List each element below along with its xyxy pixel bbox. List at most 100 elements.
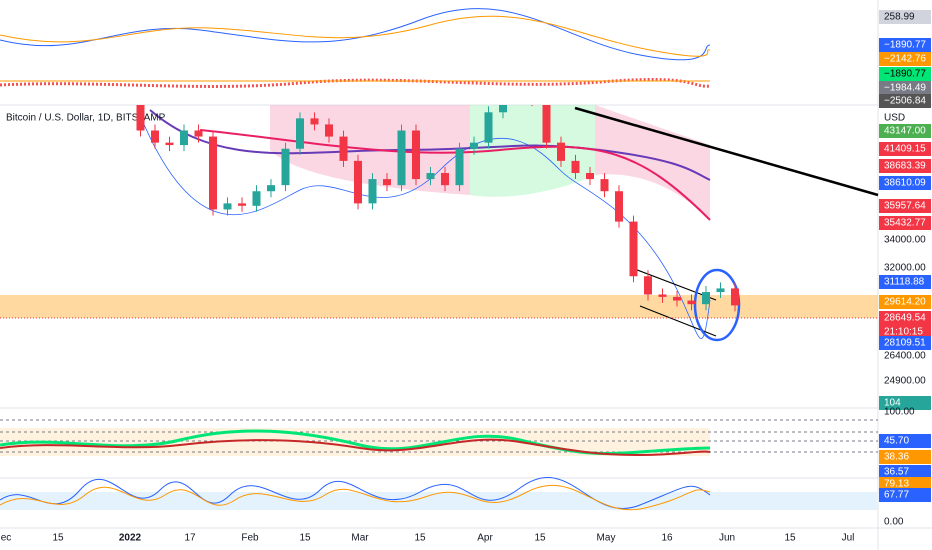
stoch-k <box>0 476 711 509</box>
price-label: 28649.54 <box>884 313 926 324</box>
time-label: Jul <box>842 533 855 544</box>
price-label: 32000.00 <box>884 263 926 274</box>
price-label: 21:10:15 <box>884 327 923 338</box>
candle <box>702 292 710 305</box>
price-badge <box>879 434 931 448</box>
price-label: 100.00 <box>884 407 915 418</box>
candle <box>499 105 507 113</box>
rsi-signal <box>0 438 711 457</box>
candle <box>600 179 609 192</box>
candle <box>296 118 304 149</box>
price-badge <box>879 450 931 464</box>
price-label: 41409.15 <box>884 144 926 155</box>
candle <box>716 288 725 293</box>
price-label: 28109.51 <box>884 338 926 349</box>
price-badge <box>879 159 931 173</box>
price-label: 34000.00 <box>884 235 926 246</box>
cloud-red <box>595 105 710 220</box>
candle <box>484 112 493 143</box>
price-badge <box>879 477 931 491</box>
time-label: 17 <box>184 533 196 544</box>
time-label: 15 <box>299 533 311 544</box>
candle <box>615 191 623 222</box>
time-label: May <box>597 533 616 544</box>
candle <box>397 130 406 186</box>
candles <box>136 105 739 312</box>
price-label: 35957.64 <box>884 201 926 212</box>
candle <box>267 185 275 192</box>
time-label: ec <box>1 533 12 544</box>
candle <box>325 124 333 137</box>
price-label: −2506.84 <box>884 96 926 107</box>
candle <box>586 173 594 180</box>
candle <box>412 130 420 180</box>
price-badge <box>879 396 931 410</box>
candle <box>223 203 232 210</box>
chart-title: Bitcoin / U.S. Dollar, 1D, BITSTAMP <box>6 113 166 124</box>
candle <box>441 173 449 186</box>
candle <box>383 179 391 186</box>
candle <box>194 130 203 137</box>
price-badge <box>879 295 931 309</box>
time-label: 15 <box>534 533 546 544</box>
price-label: 36.57 <box>884 467 909 478</box>
price-badge <box>879 336 931 350</box>
price-label: 45.70 <box>884 436 909 447</box>
price-label: 258.99 <box>884 12 915 23</box>
price-badge <box>879 124 931 138</box>
price-label: 38683.39 <box>884 161 926 172</box>
price-badge <box>879 38 931 52</box>
time-label: Feb <box>241 533 259 544</box>
price-badge <box>879 52 931 66</box>
candle <box>426 173 435 180</box>
candle <box>281 148 290 186</box>
price-label: 79.13 <box>884 479 909 490</box>
price-label: 24900.00 <box>884 376 926 387</box>
time-label: 15 <box>52 533 64 544</box>
price-label: −1890.77 <box>884 40 926 51</box>
time-label: 15 <box>784 533 796 544</box>
candle <box>310 118 319 125</box>
time-label: 2022 <box>119 533 142 544</box>
price-label: 35432.77 <box>884 218 926 229</box>
macd-line <box>0 8 711 61</box>
candle <box>238 203 246 206</box>
ma-line <box>199 129 711 221</box>
price-label: 38610.09 <box>884 178 926 189</box>
time-label: Jun <box>719 533 735 544</box>
candle <box>673 296 681 301</box>
price-label: −1890.77 <box>884 69 926 80</box>
candle <box>557 142 565 161</box>
candle <box>252 191 261 206</box>
candle <box>368 179 377 204</box>
price-label: 29614.20 <box>884 297 926 308</box>
candle <box>209 136 217 210</box>
price-badge <box>879 81 931 95</box>
rsi-band <box>0 428 710 456</box>
candle <box>731 288 739 306</box>
price-label: 43147.00 <box>884 126 926 137</box>
time-label: Mar <box>351 533 369 544</box>
price-label: 0.00 <box>884 517 904 528</box>
price-badge <box>879 275 931 289</box>
price-badge <box>879 216 931 230</box>
time-label: Apr <box>477 533 493 544</box>
price-badge <box>879 325 931 339</box>
candle <box>542 105 551 143</box>
support-zone <box>0 295 878 318</box>
price-badge <box>879 176 931 190</box>
candle <box>339 136 348 161</box>
candle <box>644 276 652 295</box>
price-label: 26400.00 <box>884 351 926 362</box>
price-badge <box>879 67 931 81</box>
price-badge <box>879 10 931 24</box>
price-badge <box>879 199 931 213</box>
rsi-levels <box>0 419 878 453</box>
candle <box>687 300 696 305</box>
rsi-line <box>0 429 711 456</box>
time-label: 15 <box>414 533 426 544</box>
candle <box>180 130 188 146</box>
candle <box>470 142 478 149</box>
